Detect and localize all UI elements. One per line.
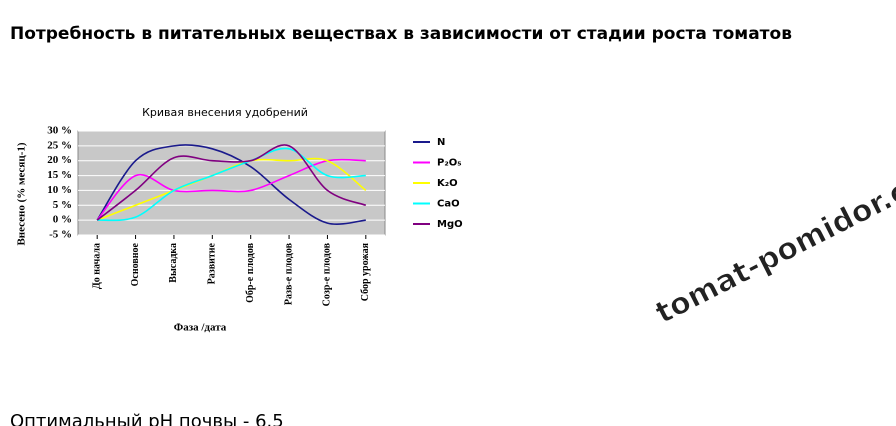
y-axis-label: Внесено (% месяц-1)	[16, 142, 28, 245]
y-tick-label: 5 %	[53, 199, 72, 211]
chart-title: Кривая внесения удобрений	[142, 106, 308, 119]
y-tick-label: 15 %	[47, 169, 72, 181]
y-tick-label: 0 %	[53, 214, 72, 226]
heading: Потребность в питательных веществах в за…	[10, 24, 792, 44]
x-tick-label: До начала	[91, 243, 102, 289]
y-tick-label: 10 %	[47, 184, 72, 196]
y-tick-label: -5 %	[49, 229, 72, 241]
x-tick-label: Развитие	[207, 242, 218, 284]
y-tick-label: 20 %	[47, 154, 72, 166]
y-tick-label: 30 %	[47, 125, 72, 137]
legend-label: CaO	[437, 199, 460, 210]
y-tick-label: 25 %	[47, 139, 72, 151]
legend-label: MgO	[437, 219, 463, 230]
x-tick-label: Основное	[130, 242, 141, 286]
legend-label: N	[437, 137, 445, 148]
x-tick-label: Сбор урожая	[360, 242, 371, 301]
x-tick-label: Созр-е плодов	[322, 242, 333, 306]
line	[96, 144, 367, 221]
x-axis-label: Фаза /дата	[174, 322, 227, 334]
x-tick-label: Обр-е плодов	[245, 242, 256, 303]
line	[97, 147, 366, 222]
legend-label: P₂O₅	[437, 158, 462, 169]
line	[96, 144, 366, 225]
x-tick-label: Высадка	[168, 243, 179, 283]
x-tick-label: Разв-е плодов	[283, 242, 294, 305]
footer-text: Оптимальный pH почвы - 6.5	[10, 411, 284, 426]
plot-area	[77, 130, 386, 236]
line	[96, 158, 366, 221]
legend-label: K₂O	[437, 178, 458, 189]
